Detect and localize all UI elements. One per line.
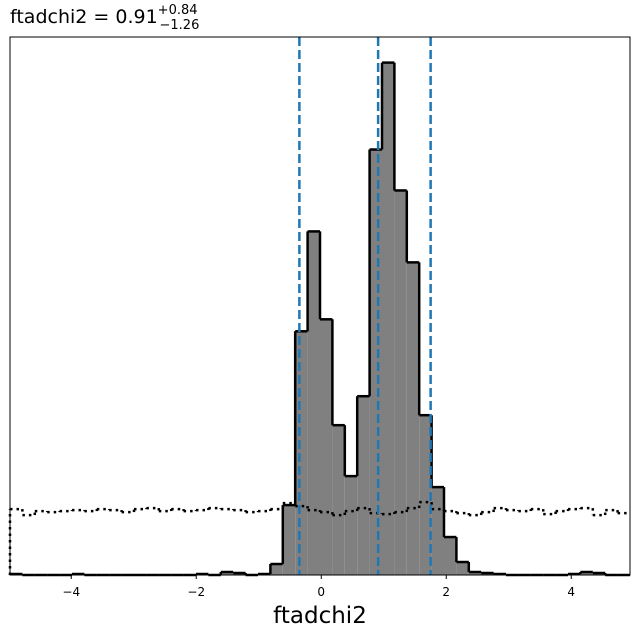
histogram-bar xyxy=(444,537,457,575)
title-main: ftadchi2 = 0.91 xyxy=(10,6,158,28)
histogram-bar xyxy=(382,62,395,576)
histogram-bar xyxy=(369,149,382,575)
histogram-bar xyxy=(270,564,283,575)
title-sup: +0.84 xyxy=(158,3,198,18)
chart-title: ftadchi2 = 0.91+0.84 −1.26 xyxy=(10,3,199,33)
histogram-bar xyxy=(344,476,358,575)
histogram-bar xyxy=(468,572,482,575)
histogram-bar xyxy=(357,396,370,575)
histogram-bar xyxy=(282,505,296,575)
x-tick-label: 4 xyxy=(567,585,575,599)
x-tick-label: −2 xyxy=(187,585,205,599)
x-tick-label: 0 xyxy=(317,585,325,599)
histogram-bar xyxy=(580,572,593,575)
histogram-bar xyxy=(419,415,432,575)
histogram-bar xyxy=(431,487,444,575)
histogram-bar xyxy=(220,572,234,575)
x-axis-label: ftadchi2 xyxy=(273,603,367,629)
histogram-bar xyxy=(406,262,420,575)
histogram-bar xyxy=(332,425,345,575)
x-tick-label: −4 xyxy=(62,585,80,599)
histogram-bar xyxy=(295,331,308,575)
histogram-bar xyxy=(307,231,320,576)
histogram-bar xyxy=(394,190,407,575)
histogram-bar xyxy=(456,562,469,575)
plot-frame xyxy=(9,36,631,576)
title-sub: −1.26 xyxy=(160,18,200,33)
x-tick-label: 2 xyxy=(442,585,450,599)
histogram-bar xyxy=(320,319,333,575)
